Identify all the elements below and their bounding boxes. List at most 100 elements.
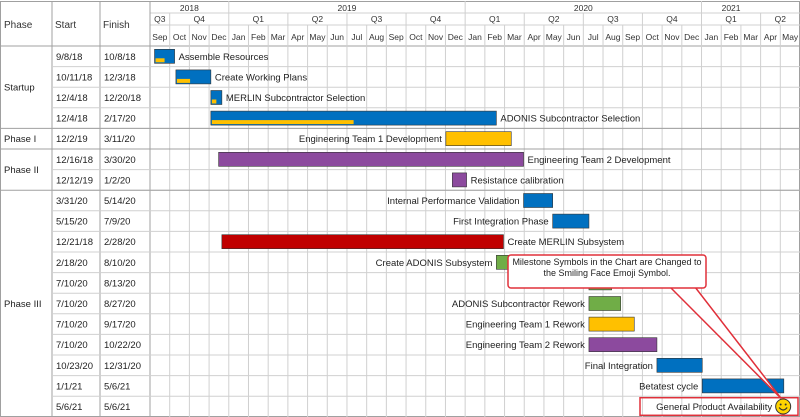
year-label: 2020 bbox=[574, 3, 593, 13]
month-label: May bbox=[782, 32, 799, 42]
task-finish-date: 9/17/20 bbox=[104, 320, 136, 331]
task-start-date: 7/10/20 bbox=[56, 278, 88, 289]
task-label: Create MERLIN Subsystem bbox=[507, 237, 624, 248]
task-label: Resistance calibration bbox=[471, 175, 564, 186]
task-progress-bar bbox=[211, 99, 217, 104]
month-label: Sep bbox=[389, 32, 404, 42]
task-finish-date: 1/2/20 bbox=[104, 175, 130, 186]
task-finish-date: 7/9/20 bbox=[104, 217, 130, 228]
timeline-header: Phase Start Finish Sep Oct Nov Dec Jan Feb Mar… bbox=[4, 3, 799, 42]
month-label: May bbox=[546, 32, 563, 42]
quarter-label: Q4 bbox=[430, 14, 442, 24]
task-label: ADONIS Subcontractor Selection bbox=[500, 114, 640, 125]
task-label: Engineering Team 1 Development bbox=[299, 134, 442, 145]
task-start-date: 7/10/20 bbox=[56, 340, 88, 351]
task-bar bbox=[588, 337, 658, 353]
task-label: ADONIS Subcontractor Rework bbox=[452, 299, 585, 310]
task-start-date: 12/16/18 bbox=[56, 155, 93, 166]
task-start-date: 12/21/18 bbox=[56, 237, 93, 248]
month-label: Jul bbox=[351, 32, 362, 42]
phase-label: Phase III bbox=[4, 299, 42, 310]
task-start-date: 12/2/19 bbox=[56, 134, 88, 145]
task-label: Create Working Plans bbox=[215, 72, 307, 83]
task-start-date: 9/8/18 bbox=[56, 52, 82, 63]
quarter-label: Q3 bbox=[154, 14, 166, 24]
month-label: May bbox=[309, 32, 326, 42]
task-progress-bar bbox=[176, 78, 191, 83]
month-label: Nov bbox=[192, 32, 208, 42]
task-bar bbox=[218, 152, 524, 167]
task-progress-bar bbox=[155, 58, 165, 63]
task-progress-bar bbox=[211, 120, 354, 125]
phase-label: Phase II bbox=[4, 165, 39, 176]
month-label: Oct bbox=[409, 32, 423, 42]
milestone-callout: Milestone Symbols in the Chart are Chang… bbox=[507, 254, 782, 400]
milestone-smiley-icon bbox=[775, 398, 792, 415]
quarter-label: Q2 bbox=[312, 14, 324, 24]
task-finish-date: 12/31/20 bbox=[104, 361, 141, 372]
task-start-date: 1/1/21 bbox=[56, 381, 82, 392]
task-start-date: 2/18/20 bbox=[56, 258, 88, 269]
month-label: Oct bbox=[646, 32, 660, 42]
task-label: First Integration Phase bbox=[453, 217, 549, 228]
task-start-date: 12/4/18 bbox=[56, 114, 88, 125]
milestone-highlight-box bbox=[639, 396, 799, 417]
month-label: Nov bbox=[428, 32, 444, 42]
task-bar bbox=[701, 378, 785, 394]
month-label: Apr bbox=[291, 32, 304, 42]
month-label: Dec bbox=[684, 32, 700, 42]
task-finish-date: 5/6/21 bbox=[104, 381, 130, 392]
task-finish-date: 2/28/20 bbox=[104, 237, 136, 248]
task-label: Create ADONIS Subsystem bbox=[376, 258, 493, 269]
task-bar bbox=[210, 90, 223, 105]
task-label: Betatest cycle bbox=[639, 381, 698, 392]
quarter-label: Q2 bbox=[775, 14, 787, 24]
quarter-label: Q1 bbox=[489, 14, 501, 24]
callout-text: Milestone Symbols in the Chart are Chang… bbox=[512, 257, 702, 278]
year-label: 2018 bbox=[180, 3, 199, 13]
task-start-date: 10/23/20 bbox=[56, 361, 93, 372]
task-finish-date: 2/17/20 bbox=[104, 114, 136, 125]
month-label: Feb bbox=[724, 32, 739, 42]
quarter-label: Q2 bbox=[548, 14, 560, 24]
month-label: Jul bbox=[588, 32, 599, 42]
quarter-label: Q1 bbox=[253, 14, 265, 24]
task-start-date: 3/31/20 bbox=[56, 196, 88, 207]
month-label: Mar bbox=[507, 32, 522, 42]
month-label: Feb bbox=[487, 32, 502, 42]
month-label: Aug bbox=[605, 32, 620, 42]
task-start-date: 7/10/20 bbox=[56, 299, 88, 310]
task-finish-date: 5/6/21 bbox=[104, 402, 130, 413]
task-finish-date: 10/8/18 bbox=[104, 52, 136, 63]
task-finish-date: 12/20/18 bbox=[104, 93, 141, 104]
task-start-date: 12/4/18 bbox=[56, 93, 88, 104]
quarter-label: Q4 bbox=[666, 14, 678, 24]
task-label: Assemble Resources bbox=[179, 52, 269, 63]
task-finish-date: 8/10/20 bbox=[104, 258, 136, 269]
month-label: Jun bbox=[567, 32, 581, 42]
month-label: Apr bbox=[527, 32, 540, 42]
task-label: Engineering Team 2 Rework bbox=[466, 340, 585, 351]
task-label: General Product Availability bbox=[656, 402, 772, 413]
task-finish-date: 3/30/20 bbox=[104, 155, 136, 166]
phase-column-header: Phase bbox=[4, 20, 33, 31]
task-start-date: 12/12/19 bbox=[56, 175, 93, 186]
task-label: Internal Performance Validation bbox=[387, 196, 519, 207]
month-label: Aug bbox=[369, 32, 384, 42]
task-start-date: 7/10/20 bbox=[56, 320, 88, 331]
quarter-label: Q3 bbox=[371, 14, 383, 24]
month-label: Apr bbox=[764, 32, 777, 42]
task-bar bbox=[656, 357, 703, 373]
month-label: Dec bbox=[211, 32, 227, 42]
month-label: Oct bbox=[173, 32, 187, 42]
task-bars: Assemble Resources Create Working Plans ME… bbox=[154, 48, 799, 417]
task-label: Engineering Team 2 Development bbox=[528, 155, 671, 166]
finish-column-header: Finish bbox=[103, 20, 130, 31]
task-finish-date: 3/11/20 bbox=[104, 134, 135, 145]
month-label: Jun bbox=[330, 32, 344, 42]
task-bar bbox=[552, 213, 590, 229]
month-label: Nov bbox=[664, 32, 680, 42]
task-bar bbox=[523, 193, 553, 208]
